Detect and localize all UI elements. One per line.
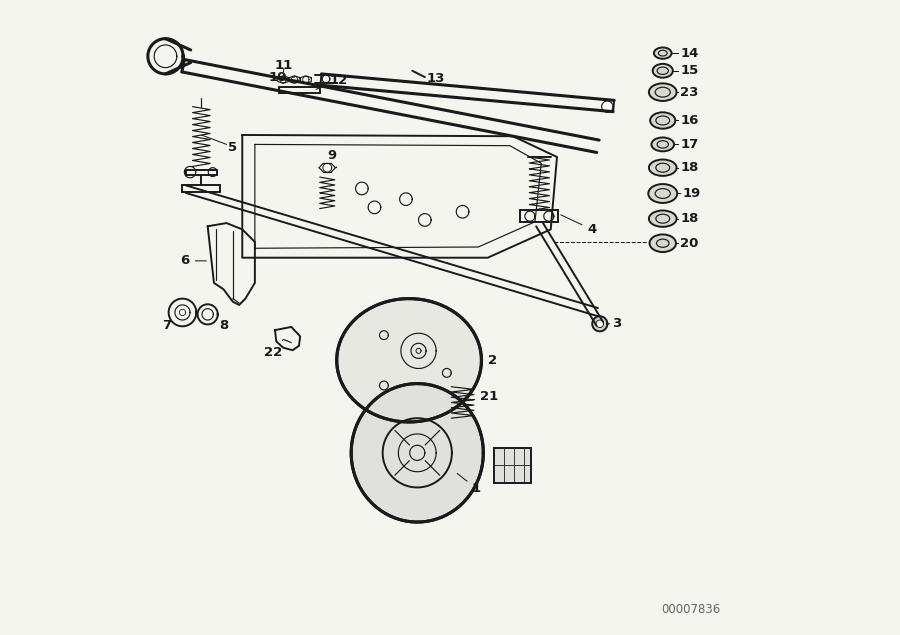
Ellipse shape [649, 83, 677, 101]
Text: 4: 4 [561, 215, 597, 236]
Ellipse shape [649, 210, 677, 227]
Text: 10: 10 [269, 70, 294, 84]
Text: 00007836: 00007836 [661, 603, 720, 617]
Ellipse shape [652, 64, 673, 77]
Text: 14: 14 [680, 46, 698, 60]
Text: 20: 20 [680, 237, 698, 250]
Text: 16: 16 [680, 114, 698, 127]
Text: 13: 13 [426, 72, 445, 85]
Text: 12: 12 [316, 74, 347, 90]
Text: 21: 21 [472, 390, 499, 403]
Text: 7: 7 [162, 312, 171, 331]
Text: 6: 6 [181, 255, 206, 267]
Ellipse shape [650, 234, 676, 252]
Text: 8: 8 [218, 314, 229, 331]
FancyBboxPatch shape [494, 448, 531, 483]
Text: 23: 23 [680, 86, 698, 98]
Polygon shape [337, 298, 482, 422]
Polygon shape [351, 384, 483, 522]
Text: 5: 5 [229, 141, 238, 154]
Ellipse shape [648, 184, 677, 203]
Text: 11: 11 [275, 59, 293, 72]
Text: 1: 1 [457, 474, 482, 495]
Text: 22: 22 [265, 340, 284, 359]
Text: 15: 15 [680, 64, 698, 77]
Text: 19: 19 [683, 187, 701, 200]
Text: 18: 18 [680, 212, 698, 225]
Ellipse shape [650, 112, 675, 129]
Polygon shape [602, 101, 613, 112]
Text: 17: 17 [680, 138, 698, 151]
Text: 2: 2 [482, 354, 497, 367]
Text: 3: 3 [608, 318, 622, 330]
Ellipse shape [649, 159, 677, 176]
Text: 9: 9 [328, 149, 337, 168]
Text: 18: 18 [680, 161, 698, 174]
Polygon shape [596, 320, 604, 328]
Ellipse shape [652, 138, 674, 151]
Polygon shape [592, 316, 608, 331]
Ellipse shape [654, 48, 671, 59]
